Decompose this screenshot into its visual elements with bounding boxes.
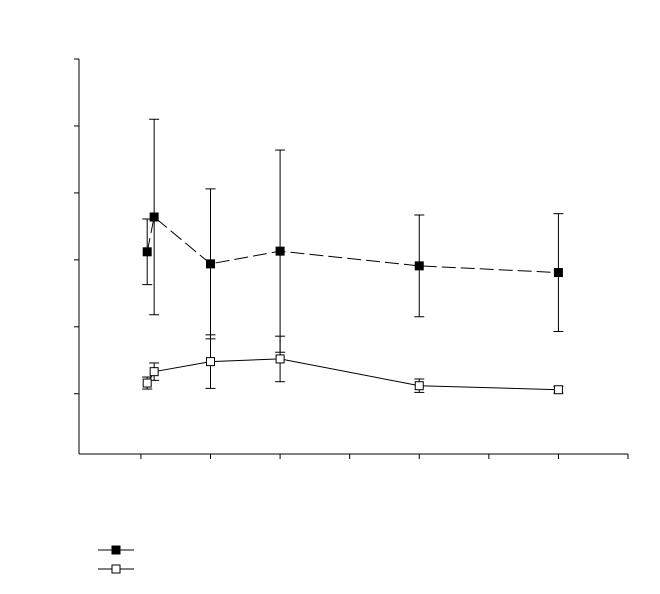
marker — [275, 246, 285, 256]
legend-marker — [111, 545, 121, 555]
marker — [553, 385, 563, 395]
series-line — [146, 216, 559, 274]
marker — [142, 378, 152, 388]
marker — [206, 259, 216, 269]
marker — [275, 354, 285, 364]
marker — [553, 268, 563, 278]
marker — [149, 212, 159, 222]
marker — [149, 367, 159, 377]
marker — [414, 261, 424, 271]
marker — [414, 381, 424, 391]
legend-marker — [111, 564, 121, 574]
marker — [206, 357, 216, 367]
marker — [142, 247, 152, 257]
